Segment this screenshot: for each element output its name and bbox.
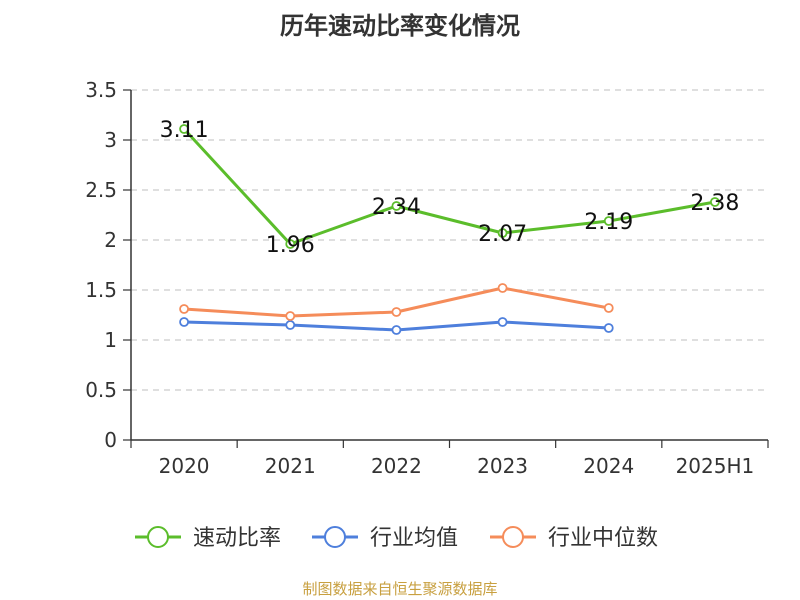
x-tick-label: 2025H1 [676,454,755,478]
data-point [179,304,189,314]
legend-item-2: 行业均值 [312,526,458,551]
legend: 速动比率 行业均值 行业中位数 [135,526,658,551]
data-point [285,239,296,249]
data-label: 3.11 [160,118,209,143]
axes: 0 0.5 1 1.5 2 2.5 3 3.5 2020 2021 2022 2023 2024 2025… [85,78,769,478]
x-tick-label: 2022 [371,454,422,478]
data-point [497,317,508,327]
y-tick-label: 3.5 [85,78,117,102]
y-tick-label: 0.5 [85,378,117,402]
legend-item-3: 行业中位数 [490,526,658,551]
legend-marker [324,526,346,548]
data-point [603,323,614,333]
y-tick-label: 2.5 [85,178,117,202]
data-point [710,197,720,207]
series-line-1 [182,127,716,246]
data-point [603,303,614,313]
x-tick-label: 2020 [159,454,210,478]
data-label: 2.38 [690,191,739,216]
y-tick-label: 2 [104,228,117,252]
x-tick-label: 2024 [583,454,634,478]
data-label: 2.07 [478,222,527,247]
data-label: 2.34 [372,195,421,220]
data-label: 2.19 [584,210,633,235]
legend-marker [502,526,524,548]
y-tick-label: 1 [104,328,117,352]
data-point [391,325,402,335]
y-tick-label: 0 [104,428,117,452]
data-point [285,311,296,321]
legend-marker [147,526,169,548]
chart-title: 历年速动比率变化情况 [280,12,520,40]
data-point [179,317,189,327]
series-lines [179,124,720,335]
data-point [391,201,402,211]
data-point [603,216,614,226]
legend-label: 行业均值 [370,526,458,551]
data-point [497,228,508,238]
data-labels: 3.11 1.96 2.34 2.07 2.19 2.38 [160,118,740,258]
data-point [391,307,402,317]
data-point [285,320,296,330]
data-label: 1.96 [266,233,315,258]
x-tick-label: 2021 [265,454,316,478]
y-tick-label: 3 [104,128,117,152]
x-tick-label: 2023 [477,454,528,478]
legend-item-1: 速动比率 [135,526,281,551]
data-point [179,124,189,134]
grid-lines [131,89,768,391]
source-note: 制图数据来自恒生聚源数据库 [302,580,498,598]
legend-label: 速动比率 [193,526,281,551]
y-tick-label: 1.5 [85,278,117,302]
legend-label: 行业中位数 [548,526,658,551]
data-point [497,283,508,293]
